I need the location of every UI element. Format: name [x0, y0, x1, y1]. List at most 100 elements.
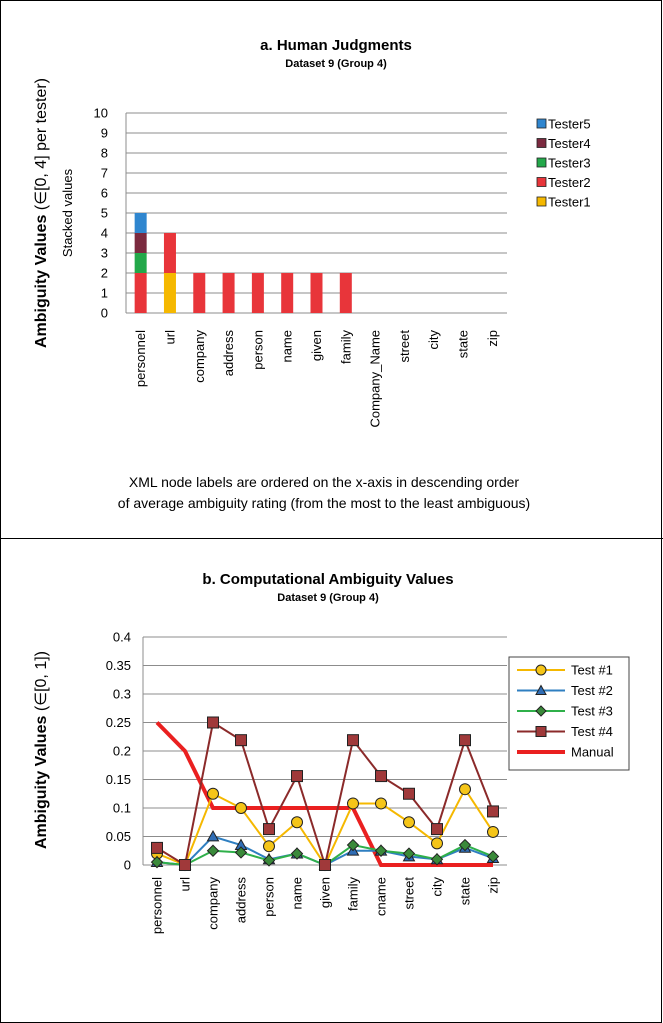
y-tick-label: 0.15 [106, 772, 131, 787]
data-point-circle [263, 840, 275, 853]
data-point-triangle [206, 829, 220, 842]
y-tick-label: 0 [101, 306, 108, 321]
data-point-square [459, 734, 471, 747]
x-tick-label: given [318, 877, 333, 908]
x-tick-label: zip [485, 330, 500, 347]
bar-segment [134, 213, 147, 233]
data-point-square [291, 770, 303, 783]
bar-segment [339, 273, 352, 313]
data-point-diamond [234, 846, 248, 859]
legend-swatch [536, 157, 547, 168]
legend-label: Tester2 [548, 175, 591, 190]
chart-b-title: b. Computational Ambiguity Values [202, 571, 453, 588]
x-tick-label: name [290, 877, 305, 910]
x-tick-label: city [426, 330, 441, 350]
data-point-diamond [402, 847, 416, 860]
chart-a-ylabel2: Stacked values [60, 168, 75, 257]
chart-a-note-line2: of average ambiguity rating (from the mo… [118, 495, 530, 511]
data-point-circle [403, 816, 415, 829]
legend-label: Tester3 [548, 156, 591, 171]
chart-b-ylabel: Ambiguity Values (∈[0, 1]) [33, 651, 50, 849]
data-point-square [207, 716, 219, 729]
x-tick-label: company [206, 877, 221, 930]
bar-segment [163, 233, 176, 273]
y-tick-label: 9 [101, 126, 108, 141]
y-tick-label: 0.4 [113, 630, 131, 645]
chart-a-ylabel: Ambiguity Values (∈[0, 4] per tester) [33, 78, 50, 348]
bar-segment [281, 273, 294, 313]
data-point-square [263, 823, 275, 836]
data-point-diamond [458, 838, 472, 852]
x-tick-label: address [221, 330, 236, 377]
legend-swatch [536, 138, 547, 148]
chart-b-ylabel-rest: (∈[0, 1]) [33, 651, 50, 716]
x-tick-label: address [234, 877, 249, 924]
data-point-circle [535, 664, 547, 676]
x-tick-label: url [162, 330, 177, 345]
data-point-circle [291, 816, 303, 829]
data-point-diamond [346, 838, 360, 852]
legend-swatch [536, 196, 547, 207]
y-tick-label: 5 [101, 206, 108, 221]
y-tick-label: 3 [101, 246, 108, 261]
y-tick-label: 1 [101, 286, 108, 301]
legend-swatch [536, 118, 547, 129]
y-tick-label: 8 [101, 146, 108, 161]
bar-segment [310, 273, 323, 313]
y-tick-label: 7 [101, 166, 108, 181]
y-tick-label: 6 [101, 186, 108, 201]
x-tick-label: cname [374, 877, 389, 916]
legend-label: Test #2 [571, 683, 613, 698]
chart-a-subtitle: Dataset 9 (Group 4) [285, 58, 387, 70]
data-point-circle [459, 783, 471, 796]
x-tick-label: person [262, 877, 277, 917]
data-point-square [375, 770, 387, 783]
data-point-circle [207, 787, 219, 800]
legend-label: Manual [571, 745, 614, 760]
data-point-circle [347, 797, 359, 810]
data-point-diamond [262, 854, 276, 867]
x-tick-label: name [280, 330, 295, 363]
bar-segment [222, 273, 235, 313]
y-tick-label: 0.05 [106, 829, 131, 844]
y-tick-label: 0.2 [113, 744, 131, 759]
data-point-triangle [535, 684, 547, 695]
legend-label: Test #1 [571, 663, 613, 678]
x-tick-label: personnel [150, 877, 165, 934]
x-tick-label: personnel [133, 330, 148, 387]
x-tick-label: company [192, 330, 207, 383]
data-point-diamond [374, 844, 388, 857]
y-tick-label: 0.3 [113, 687, 131, 702]
x-tick-label: family [338, 330, 353, 364]
x-tick-label: state [456, 330, 471, 358]
data-point-square [235, 734, 247, 747]
data-point-square [431, 823, 443, 836]
y-tick-label: 0.35 [106, 658, 131, 673]
chart-a-title: a. Human Judgments [260, 37, 412, 54]
y-tick-label: 2 [101, 266, 108, 281]
y-tick-label: 0 [124, 858, 131, 873]
y-tick-label: 10 [94, 106, 108, 121]
chart-b: 0 0.05 0.1 0.15 0.2 0.25 0.3 0.35 0.4 personnel ur… [106, 630, 630, 934]
bar-segment [134, 233, 147, 253]
bar-segment [134, 273, 147, 313]
data-point-square [319, 859, 331, 871]
data-point-diamond [206, 844, 220, 857]
x-tick-label: person [250, 330, 265, 370]
data-point-diamond [290, 847, 304, 860]
x-tick-label: given [309, 330, 324, 361]
legend-label: Tester1 [548, 195, 591, 210]
bar-segment [134, 253, 147, 273]
x-tick-label: Company_Name [368, 330, 383, 428]
legend-label: Tester5 [548, 117, 591, 132]
legend-swatch [536, 177, 547, 187]
data-point-circle [235, 802, 247, 814]
legend-label: Test #4 [571, 724, 613, 739]
x-tick-label: zip [486, 877, 501, 894]
data-point-square [347, 734, 359, 747]
chart-b-subtitle: Dataset 9 (Group 4) [277, 592, 379, 604]
chart-a-note-line1: XML node labels are ordered on the x-axi… [129, 474, 519, 490]
data-point-square [403, 787, 415, 800]
